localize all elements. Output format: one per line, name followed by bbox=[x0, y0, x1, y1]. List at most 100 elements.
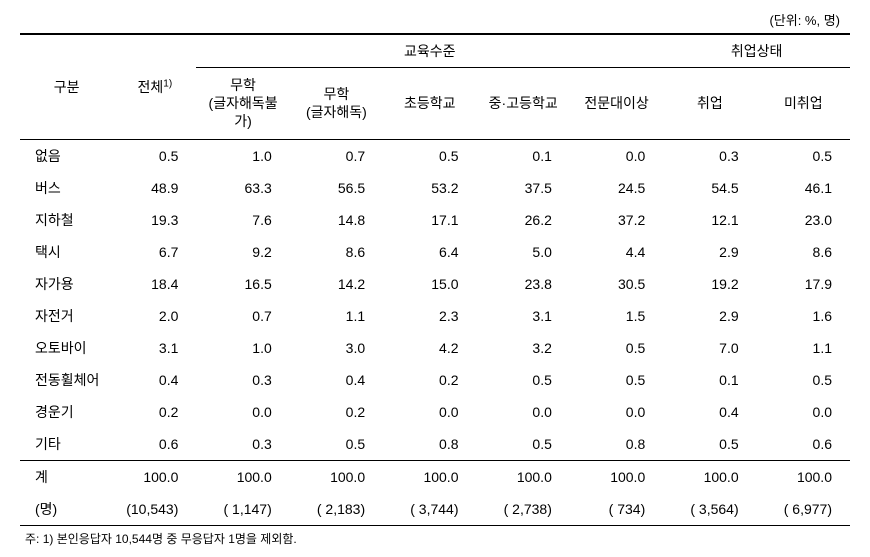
table-row: 없음0.51.00.70.50.10.00.30.5 bbox=[20, 139, 850, 172]
cell-value: 100.0 bbox=[196, 460, 289, 493]
cell-value: 0.3 bbox=[663, 139, 756, 172]
cell-value: 53.2 bbox=[383, 172, 476, 204]
table-row: 오토바이3.11.03.04.23.20.57.01.1 bbox=[20, 332, 850, 364]
cell-value: 0.7 bbox=[290, 139, 383, 172]
cell-value: 0.2 bbox=[383, 364, 476, 396]
cell-value: 6.4 bbox=[383, 236, 476, 268]
cell-value: ( 2,183) bbox=[290, 493, 383, 526]
cell-value: 0.2 bbox=[113, 396, 196, 428]
cell-value: 100.0 bbox=[663, 460, 756, 493]
cell-value: 23.0 bbox=[757, 204, 850, 236]
cell-value: 26.2 bbox=[477, 204, 570, 236]
cell-value: 2.3 bbox=[383, 300, 476, 332]
header-gubun: 구분 bbox=[20, 34, 113, 139]
cell-value: 4.4 bbox=[570, 236, 663, 268]
cell-value: 0.4 bbox=[290, 364, 383, 396]
cell-value: 1.5 bbox=[570, 300, 663, 332]
header-edu5: 전문대이상 bbox=[570, 68, 663, 140]
cell-value: 0.6 bbox=[113, 428, 196, 461]
header-total: 전체1) bbox=[113, 34, 196, 139]
cell-value: 1.6 bbox=[757, 300, 850, 332]
table-row: 전동휠체어0.40.30.40.20.50.50.10.5 bbox=[20, 364, 850, 396]
row-label: 경운기 bbox=[20, 396, 113, 428]
header-total-text: 전체 bbox=[138, 79, 164, 95]
cell-value: 2.9 bbox=[663, 300, 756, 332]
table-row: 지하철19.37.614.817.126.237.212.123.0 bbox=[20, 204, 850, 236]
cell-value: 15.0 bbox=[383, 268, 476, 300]
header-edu1: 무학 (글자해독불 가) bbox=[196, 68, 289, 140]
row-label: 택시 bbox=[20, 236, 113, 268]
cell-value: 0.4 bbox=[113, 364, 196, 396]
cell-value: 1.1 bbox=[757, 332, 850, 364]
cell-value: 63.3 bbox=[196, 172, 289, 204]
cell-value: 9.2 bbox=[196, 236, 289, 268]
row-label: 자전거 bbox=[20, 300, 113, 332]
table-row: 택시6.79.28.66.45.04.42.98.6 bbox=[20, 236, 850, 268]
data-table: 구분 전체1) 교육수준 취업상태 무학 (글자해독불 가) 무학 (글자해독)… bbox=[20, 33, 850, 526]
header-edu-group: 교육수준 bbox=[196, 34, 663, 68]
cell-value: 100.0 bbox=[757, 460, 850, 493]
cell-value: 0.5 bbox=[570, 364, 663, 396]
table-row: (명)(10,543)( 1,147)( 2,183)( 3,744)( 2,7… bbox=[20, 493, 850, 526]
row-label: (명) bbox=[20, 493, 113, 526]
header-edu2: 무학 (글자해독) bbox=[290, 68, 383, 140]
cell-value: 100.0 bbox=[290, 460, 383, 493]
cell-value: 0.7 bbox=[196, 300, 289, 332]
cell-value: 18.4 bbox=[113, 268, 196, 300]
cell-value: (10,543) bbox=[113, 493, 196, 526]
cell-value: 17.9 bbox=[757, 268, 850, 300]
row-label: 오토바이 bbox=[20, 332, 113, 364]
row-label: 없음 bbox=[20, 139, 113, 172]
table-row: 경운기0.20.00.20.00.00.00.40.0 bbox=[20, 396, 850, 428]
cell-value: 8.6 bbox=[290, 236, 383, 268]
cell-value: 37.2 bbox=[570, 204, 663, 236]
cell-value: 2.0 bbox=[113, 300, 196, 332]
cell-value: 0.5 bbox=[757, 364, 850, 396]
cell-value: 100.0 bbox=[383, 460, 476, 493]
cell-value: 3.1 bbox=[477, 300, 570, 332]
footnote: 주: 1) 본인응답자 10,544명 중 무응답자 1명을 제외함. bbox=[20, 530, 850, 547]
cell-value: 0.0 bbox=[757, 396, 850, 428]
cell-value: 48.9 bbox=[113, 172, 196, 204]
cell-value: 0.0 bbox=[570, 139, 663, 172]
cell-value: 0.5 bbox=[290, 428, 383, 461]
cell-value: 0.2 bbox=[290, 396, 383, 428]
cell-value: 14.2 bbox=[290, 268, 383, 300]
cell-value: 37.5 bbox=[477, 172, 570, 204]
header-edu4: 중·고등학교 bbox=[477, 68, 570, 140]
cell-value: ( 2,738) bbox=[477, 493, 570, 526]
row-label: 계 bbox=[20, 460, 113, 493]
cell-value: ( 734) bbox=[570, 493, 663, 526]
cell-value: 0.1 bbox=[663, 364, 756, 396]
cell-value: ( 3,564) bbox=[663, 493, 756, 526]
cell-value: 0.3 bbox=[196, 364, 289, 396]
unit-label: (단위: %, 명) bbox=[20, 10, 850, 29]
cell-value: 0.5 bbox=[570, 332, 663, 364]
cell-value: 2.9 bbox=[663, 236, 756, 268]
cell-value: 4.2 bbox=[383, 332, 476, 364]
table-body: 없음0.51.00.70.50.10.00.30.5버스48.963.356.5… bbox=[20, 139, 850, 525]
cell-value: 8.6 bbox=[757, 236, 850, 268]
cell-value: 100.0 bbox=[570, 460, 663, 493]
cell-value: 30.5 bbox=[570, 268, 663, 300]
row-label: 지하철 bbox=[20, 204, 113, 236]
row-label: 자가용 bbox=[20, 268, 113, 300]
header-emp2: 미취업 bbox=[757, 68, 850, 140]
cell-value: 17.1 bbox=[383, 204, 476, 236]
row-label: 기타 bbox=[20, 428, 113, 461]
cell-value: 19.3 bbox=[113, 204, 196, 236]
cell-value: 0.5 bbox=[383, 139, 476, 172]
cell-value: 12.1 bbox=[663, 204, 756, 236]
cell-value: 6.7 bbox=[113, 236, 196, 268]
cell-value: 0.0 bbox=[196, 396, 289, 428]
cell-value: 1.0 bbox=[196, 332, 289, 364]
row-label: 버스 bbox=[20, 172, 113, 204]
cell-value: 0.5 bbox=[113, 139, 196, 172]
cell-value: 0.5 bbox=[663, 428, 756, 461]
cell-value: 7.6 bbox=[196, 204, 289, 236]
cell-value: 0.8 bbox=[383, 428, 476, 461]
cell-value: 3.1 bbox=[113, 332, 196, 364]
cell-value: 0.5 bbox=[757, 139, 850, 172]
table-row: 자전거2.00.71.12.33.11.52.91.6 bbox=[20, 300, 850, 332]
cell-value: 24.5 bbox=[570, 172, 663, 204]
